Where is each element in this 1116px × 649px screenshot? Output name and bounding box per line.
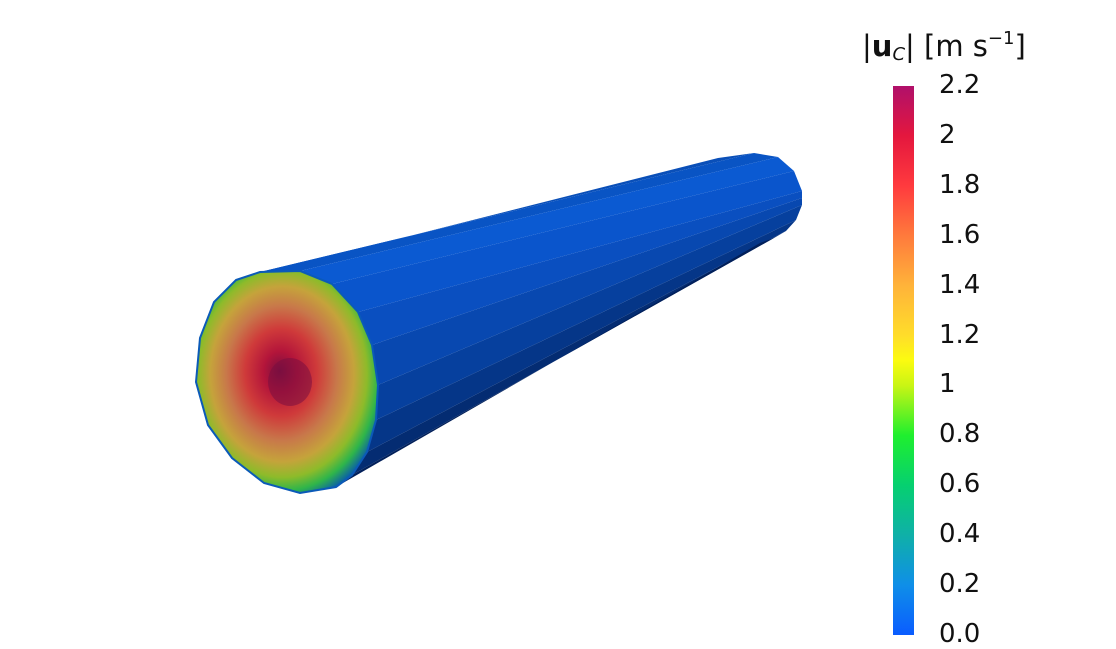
colorbar-tick-label: 0.4 (939, 519, 981, 550)
colorbar-tick-label: 0.8 (939, 419, 981, 450)
colorbar-tick-label: 1 (939, 369, 956, 400)
colorbar-tick-label: 1.6 (939, 219, 981, 250)
pipe-facet (376, 205, 802, 420)
colorbar (893, 86, 914, 635)
colorbar-tick-label: 0.2 (939, 569, 981, 600)
colorbar-tick-label: 1.8 (939, 169, 981, 200)
inlet-core (268, 358, 312, 406)
pipe-facet (372, 198, 802, 385)
colorbar-tick-label: 0.6 (939, 469, 981, 500)
pipe-facet (332, 171, 802, 312)
pipe-body (236, 153, 802, 487)
pipe-facet (367, 220, 796, 452)
pipe-facet (260, 153, 778, 272)
colorbar-tick-label: 2 (939, 119, 956, 150)
pipe-facet (358, 191, 802, 345)
colorbar-tick-label: 0.0 (939, 619, 981, 649)
pipe-facet (300, 157, 794, 284)
colorbar-tick-label: 1.4 (939, 269, 981, 300)
colorbar-tick-label: 1.2 (939, 319, 981, 350)
colorbar-tick-label: 2.2 (939, 70, 981, 100)
colorbar-title: |uC| [m s−1] (862, 28, 1026, 65)
